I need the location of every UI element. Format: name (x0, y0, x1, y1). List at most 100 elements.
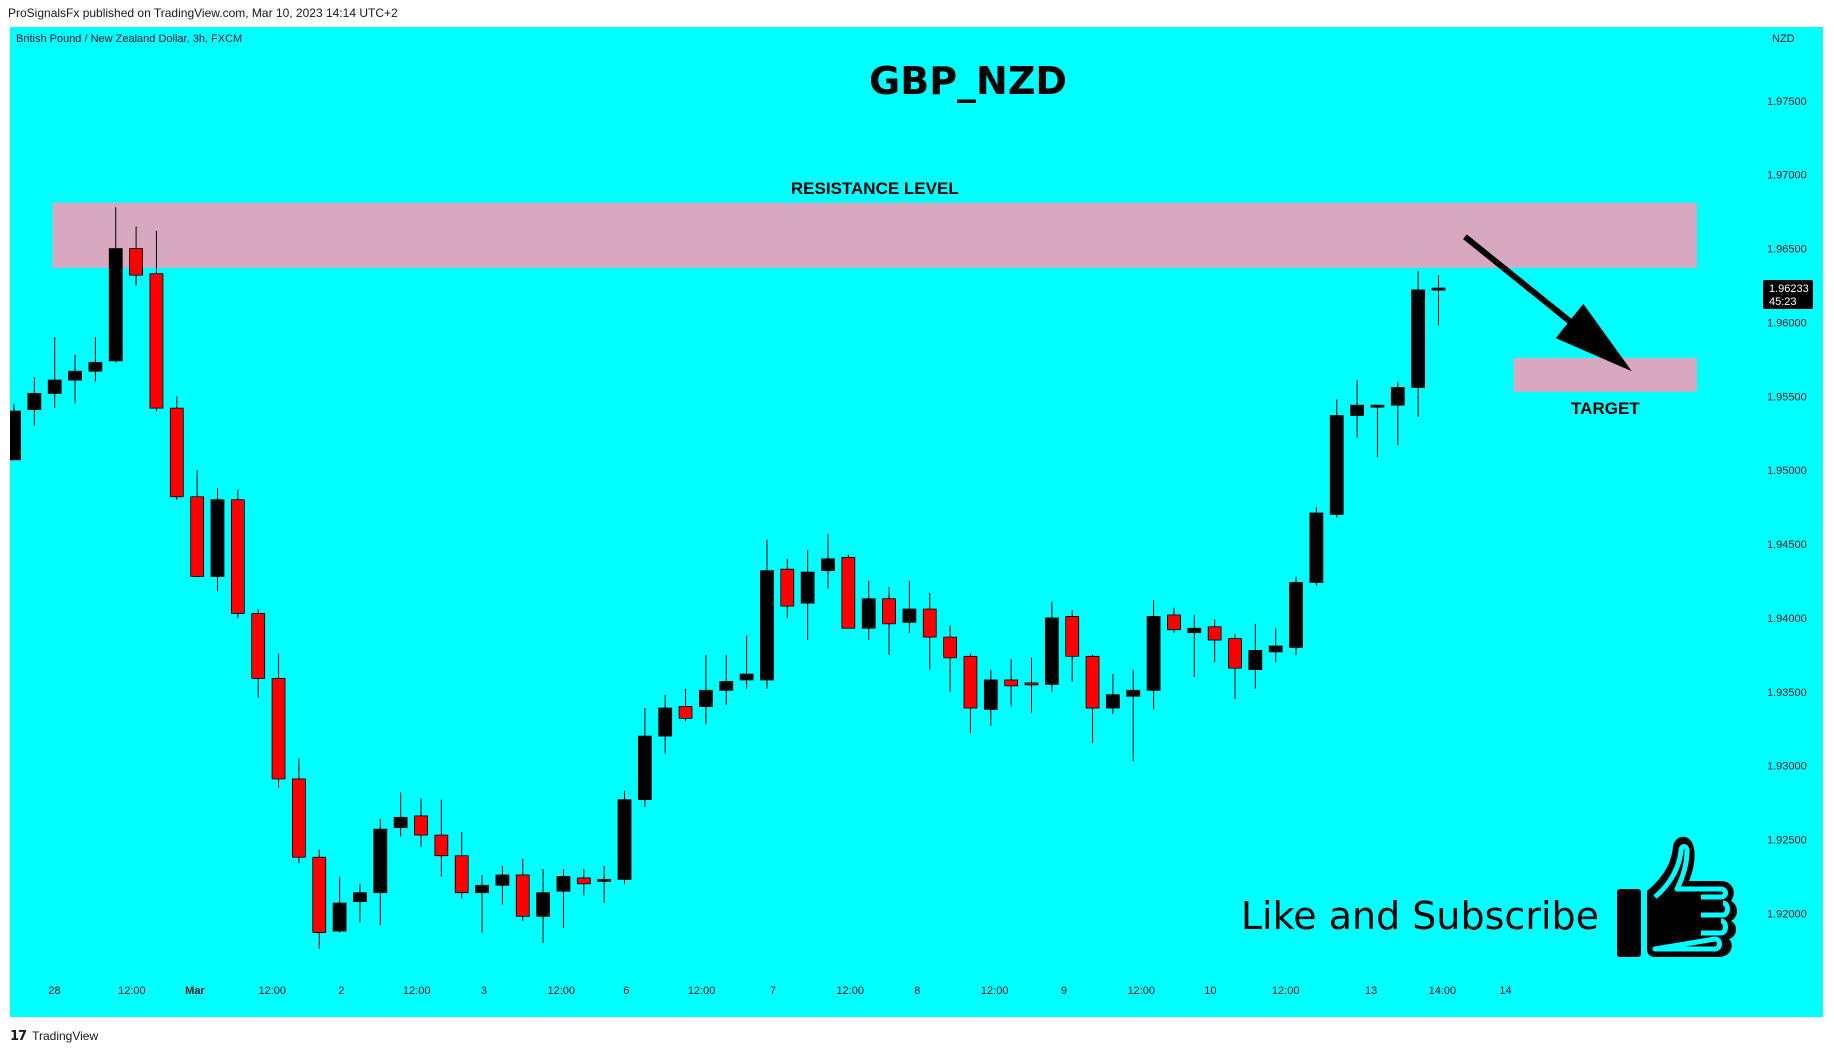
candle[interactable] (1268, 628, 1283, 663)
bear-candle-body (169, 407, 184, 498)
candle[interactable] (1350, 380, 1364, 438)
chart-area[interactable]: RESISTANCE LEVEL TARGET 1.97500 1.97000 1.9… (10, 27, 1823, 1017)
candle[interactable] (10, 403, 21, 461)
candle[interactable] (1329, 399, 1344, 518)
target-label: TARGET (1571, 399, 1640, 418)
x-tick-label: 13 (1365, 985, 1377, 997)
candle[interactable] (414, 798, 428, 847)
y-tick-label: 1.97500 (1767, 96, 1807, 108)
candle[interactable] (1228, 634, 1242, 700)
candle[interactable] (1370, 404, 1385, 457)
candle[interactable] (47, 337, 62, 409)
candle[interactable] (943, 625, 957, 692)
candle[interactable] (190, 470, 205, 577)
candle[interactable] (983, 669, 998, 726)
candle[interactable] (149, 230, 164, 412)
candle[interactable] (1126, 669, 1141, 762)
candle[interactable] (861, 580, 876, 641)
bull-candle-body (1390, 387, 1405, 406)
candle[interactable] (922, 592, 937, 670)
candle[interactable] (169, 396, 184, 500)
candle[interactable] (882, 586, 896, 655)
candle[interactable] (1106, 674, 1120, 714)
bear-candle-body (1085, 655, 1100, 709)
x-tick-label: 14 (1499, 985, 1511, 997)
bull-candle-body (719, 681, 734, 691)
price-chart[interactable]: RESISTANCE LEVEL TARGET 1.97500 1.97000 1.9… (10, 27, 1823, 1017)
candle[interactable] (1085, 654, 1100, 744)
target-zone[interactable] (1513, 357, 1697, 392)
bear-candle-body (190, 496, 205, 577)
bear-candle-body (882, 598, 896, 625)
candle[interactable] (1431, 275, 1446, 326)
candle[interactable] (1309, 507, 1324, 586)
candle[interactable] (1065, 610, 1080, 682)
candle[interactable] (434, 799, 449, 877)
candle[interactable] (658, 694, 673, 754)
candle[interactable] (1248, 623, 1263, 689)
candle[interactable] (353, 883, 367, 923)
candle[interactable] (332, 876, 347, 933)
candle[interactable] (597, 866, 612, 904)
candle[interactable] (699, 654, 713, 725)
candle[interactable] (821, 533, 835, 589)
candle[interactable] (271, 653, 286, 788)
candle[interactable] (1146, 600, 1161, 710)
bull-candle-body (1309, 512, 1324, 583)
candle[interactable] (780, 558, 795, 618)
candle[interactable] (963, 653, 978, 734)
candle[interactable] (1024, 657, 1039, 713)
candle[interactable] (556, 869, 571, 929)
candle[interactable] (515, 858, 530, 921)
candle[interactable] (210, 487, 225, 592)
candle[interactable] (454, 832, 469, 899)
candle[interactable] (251, 609, 266, 698)
candle[interactable] (108, 207, 123, 363)
candle[interactable] (1411, 270, 1426, 417)
bull-candle-body (536, 892, 550, 917)
bull-candle-body (108, 248, 123, 362)
bull-candle-body (332, 902, 347, 932)
publisher-line: ProSignalsFx published on TradingView.co… (8, 6, 398, 20)
candle[interactable] (88, 337, 103, 382)
x-tick-label: 12:00 (547, 985, 575, 997)
tradingview-footer[interactable]: 17 TradingView (10, 1027, 98, 1045)
candle[interactable] (475, 874, 489, 933)
candle[interactable] (841, 554, 856, 629)
candle[interactable] (129, 226, 143, 286)
candle[interactable] (576, 869, 591, 896)
candle[interactable] (1004, 659, 1019, 707)
candle[interactable] (495, 866, 510, 905)
candle[interactable] (902, 580, 917, 633)
bear-candle-body (780, 568, 795, 607)
candle[interactable] (312, 849, 327, 949)
candle[interactable] (230, 489, 245, 618)
bull-candle-body (1370, 404, 1385, 408)
candle[interactable] (27, 377, 42, 426)
x-tick-label: 3 (481, 985, 487, 997)
candle[interactable] (1167, 607, 1181, 633)
y-tick-label: 1.94500 (1767, 539, 1807, 551)
thumbs-up-icon (1617, 836, 1737, 957)
candle[interactable] (373, 818, 388, 926)
candle[interactable] (291, 758, 306, 864)
candle[interactable] (68, 354, 82, 404)
candle[interactable] (739, 635, 754, 689)
candle[interactable] (1390, 381, 1405, 446)
candle[interactable] (637, 708, 652, 807)
bull-candle-body (47, 379, 62, 394)
resistance-zone[interactable] (52, 202, 1697, 268)
candle[interactable] (617, 790, 632, 884)
candle[interactable] (800, 549, 815, 641)
bull-candle-body (373, 828, 388, 894)
candle[interactable] (1289, 576, 1303, 655)
candle[interactable] (1207, 619, 1222, 663)
candle[interactable] (1187, 614, 1202, 677)
candle[interactable] (393, 792, 408, 837)
candle[interactable] (719, 654, 734, 706)
candle[interactable] (678, 688, 693, 722)
bear-candle-body (312, 856, 327, 933)
candle[interactable] (536, 869, 550, 943)
candle[interactable] (760, 539, 774, 689)
candle[interactable] (1044, 601, 1059, 692)
